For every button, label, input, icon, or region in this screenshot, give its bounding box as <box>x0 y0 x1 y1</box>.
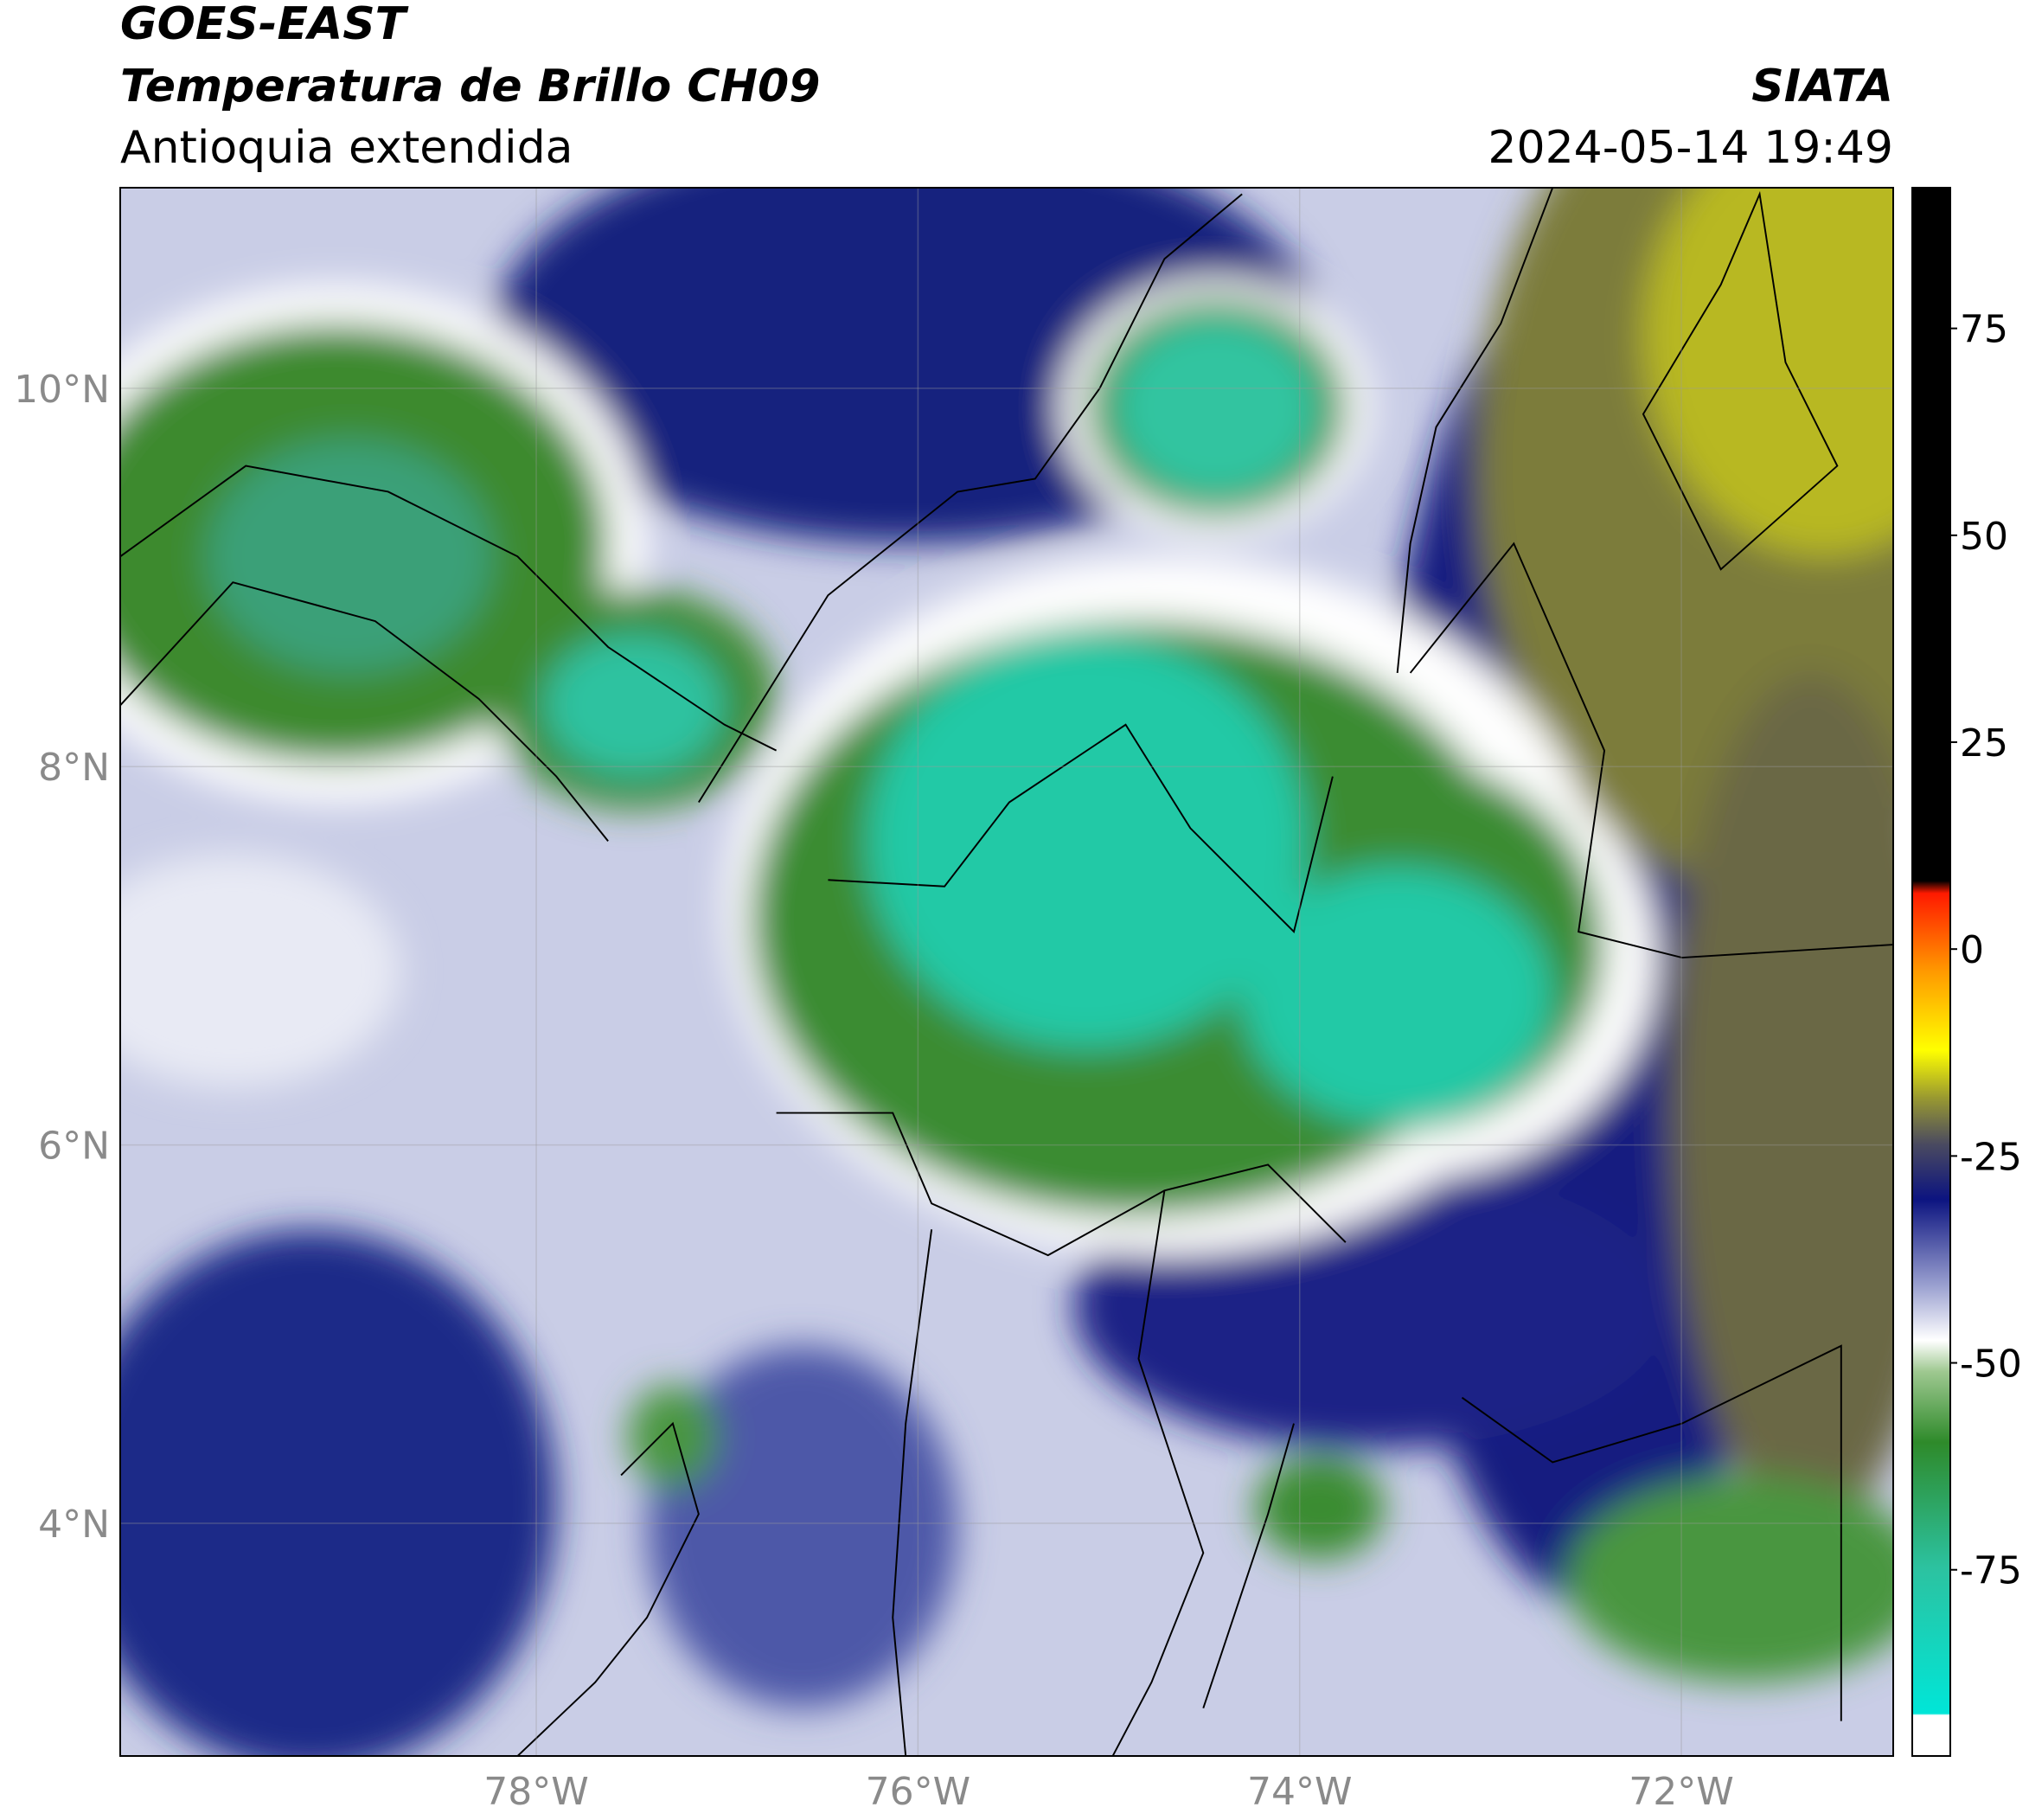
colorbar-tick-label: -25 <box>1960 1135 2022 1179</box>
colorbar-tick-label: 25 <box>1960 721 2008 766</box>
x-tick-label: 76°W <box>866 1770 971 1814</box>
map-frame <box>119 187 1894 1757</box>
colorbar-tick-label: 75 <box>1960 308 2008 352</box>
datetime: 2024-05-14 19:49 <box>1488 122 1893 174</box>
borders <box>120 188 1893 1756</box>
x-tick-label: 78°W <box>483 1770 589 1814</box>
title: GOES-EAST <box>120 0 409 50</box>
region: Antioquia extendida <box>120 122 573 174</box>
x-tick-label: 74°W <box>1247 1770 1353 1814</box>
x-tick-label: 72°W <box>1629 1770 1734 1814</box>
grid <box>120 188 1893 1756</box>
source: SIATA <box>1751 61 1893 112</box>
colorbar-tick-label: -50 <box>1960 1343 2022 1387</box>
y-tick-label: 4°N <box>38 1503 110 1547</box>
colorbar <box>1911 187 1951 1757</box>
y-tick-label: 6°N <box>38 1125 110 1169</box>
satellite-image <box>120 188 1893 1756</box>
colorbar-tick-label: 50 <box>1960 515 2008 559</box>
y-tick-label: 8°N <box>38 746 110 790</box>
colorbar-tick-label: -75 <box>1960 1549 2022 1593</box>
y-tick-label: 10°N <box>14 368 110 412</box>
colorbar-tick-label: 0 <box>1960 928 1984 972</box>
subtitle: Temperatura de Brillo CH09 <box>120 61 820 112</box>
